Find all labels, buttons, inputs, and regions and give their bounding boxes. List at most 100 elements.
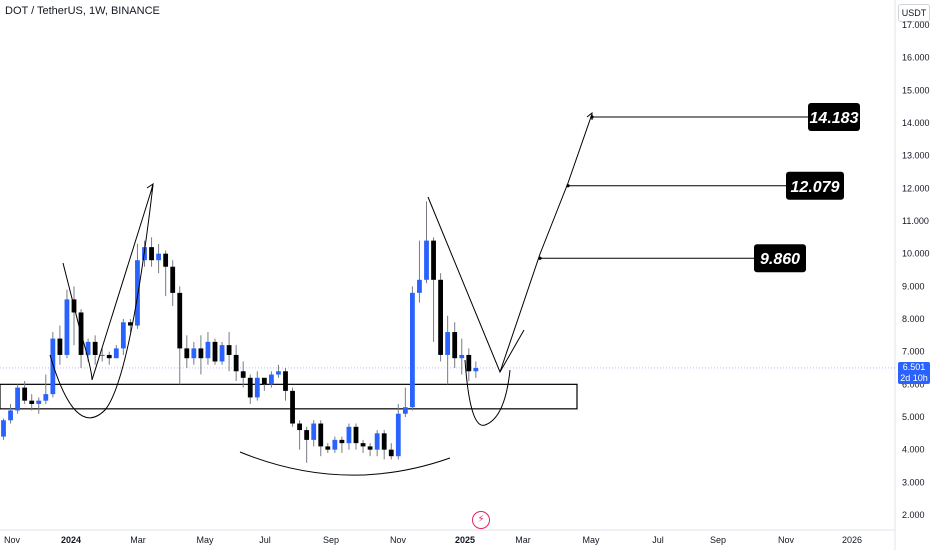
x-tick-label: May bbox=[196, 535, 214, 545]
candle bbox=[311, 420, 317, 447]
target-label-box bbox=[808, 103, 860, 132]
candle-body bbox=[276, 371, 281, 375]
y-tick-label: 14.000 bbox=[902, 118, 930, 128]
candle bbox=[1, 418, 6, 440]
candle bbox=[64, 289, 70, 359]
price-axis[interactable]: 2.000 3.000 4.000 5.000 6.000 7.000 8.000 9.000… bbox=[902, 20, 930, 520]
y-tick-label: 17.000 bbox=[902, 20, 930, 30]
candle-body bbox=[438, 279, 443, 355]
candle-body bbox=[1, 420, 6, 437]
candle bbox=[325, 443, 331, 453]
candle bbox=[424, 201, 429, 284]
candle-body bbox=[120, 322, 126, 349]
candle-body bbox=[106, 354, 112, 359]
candle bbox=[22, 381, 28, 404]
x-tick-label: Sep bbox=[323, 535, 339, 545]
base-arc[interactable] bbox=[239, 451, 451, 476]
y-tick-label: 15.000 bbox=[902, 85, 930, 95]
target-label-box bbox=[786, 171, 844, 200]
candle-body bbox=[395, 413, 401, 457]
candle-body bbox=[332, 439, 338, 450]
candle bbox=[473, 361, 479, 378]
candle-body bbox=[113, 348, 119, 359]
time-axis[interactable]: Nov 2024 Mar May Jul Sep Nov 2025 Mar May Jul Sep No… bbox=[4, 535, 862, 545]
candle-body bbox=[156, 253, 161, 261]
candle bbox=[339, 436, 345, 453]
candle bbox=[431, 237, 436, 342]
left-rally-line[interactable] bbox=[91, 184, 154, 381]
candles bbox=[1, 201, 479, 463]
candle-body bbox=[184, 348, 190, 359]
candle bbox=[36, 397, 42, 414]
currency-button[interactable]: USDT bbox=[898, 4, 930, 22]
candle bbox=[417, 240, 422, 303]
projection-line[interactable] bbox=[499, 113, 593, 373]
candle-body bbox=[85, 341, 91, 355]
target-label: 14.183 bbox=[810, 110, 859, 127]
x-tick-label: Mar bbox=[515, 535, 531, 545]
candle bbox=[445, 315, 451, 385]
candle bbox=[205, 332, 211, 365]
target-level[interactable]: 9.860 bbox=[538, 244, 806, 273]
target-level[interactable]: 14.183 bbox=[590, 103, 860, 132]
candle bbox=[304, 426, 310, 463]
candle bbox=[226, 332, 232, 372]
candle bbox=[388, 443, 394, 460]
right-cup-curve[interactable] bbox=[464, 359, 511, 426]
candle bbox=[8, 403, 13, 424]
candle-body bbox=[339, 439, 345, 444]
lightning-icon[interactable]: ⚡ bbox=[472, 511, 490, 529]
candle-body bbox=[297, 423, 302, 431]
candle-body bbox=[64, 299, 70, 355]
candle bbox=[346, 423, 352, 450]
symbol-title: DOT / TetherUS, 1W, BINANCE bbox=[5, 5, 160, 17]
candle bbox=[120, 319, 126, 355]
x-tick-label: 2026 bbox=[842, 535, 862, 545]
y-tick-label: 6.000 bbox=[902, 379, 925, 389]
candle bbox=[374, 430, 380, 457]
candle-body bbox=[325, 446, 331, 450]
x-tick-label: Jul bbox=[259, 535, 271, 545]
support-zone-rect[interactable] bbox=[0, 383, 578, 410]
candle-body bbox=[410, 292, 415, 408]
candle bbox=[184, 335, 190, 368]
candle bbox=[170, 260, 176, 306]
target-level[interactable]: 12.079 bbox=[566, 171, 844, 200]
candle-body bbox=[459, 354, 465, 359]
candle-body bbox=[29, 400, 35, 404]
x-tick-label: 2025 bbox=[455, 535, 475, 545]
x-tick-label: Sep bbox=[710, 535, 726, 545]
candle-body bbox=[304, 430, 310, 440]
y-tick-label: 3.000 bbox=[902, 477, 925, 487]
candle bbox=[212, 338, 218, 365]
candle bbox=[113, 345, 119, 359]
candle-body bbox=[269, 374, 274, 385]
y-tick-label: 5.000 bbox=[902, 412, 925, 422]
candle bbox=[128, 319, 133, 333]
candle-body bbox=[198, 348, 204, 359]
candle-body bbox=[311, 423, 317, 440]
drawings[interactable] bbox=[49, 111, 593, 476]
candle-body bbox=[452, 332, 458, 359]
candle-body bbox=[219, 345, 225, 362]
candle bbox=[219, 341, 225, 365]
candle-body bbox=[445, 332, 451, 355]
target-dot bbox=[590, 115, 594, 119]
candle bbox=[466, 348, 472, 382]
candle-body bbox=[388, 449, 394, 457]
left-arrow-head[interactable] bbox=[146, 182, 154, 193]
target-levels[interactable]: 14.183 12.079 9.860 bbox=[538, 103, 860, 273]
target-dot bbox=[538, 256, 542, 260]
x-tick-label: Mar bbox=[130, 535, 146, 545]
candle bbox=[106, 351, 112, 365]
last-price-value: 6.501 bbox=[902, 361, 926, 372]
target-label: 9.860 bbox=[760, 251, 800, 268]
left-shoulder-drop[interactable] bbox=[62, 262, 93, 381]
cup-left-curve[interactable] bbox=[49, 184, 154, 419]
candle bbox=[254, 371, 260, 401]
candle-body bbox=[283, 371, 288, 391]
candle-body bbox=[374, 433, 380, 450]
candle bbox=[240, 361, 246, 388]
candle-body bbox=[417, 279, 422, 293]
